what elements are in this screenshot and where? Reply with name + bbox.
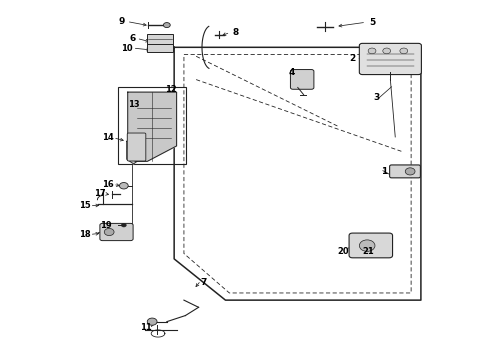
Text: 4: 4 (288, 68, 294, 77)
FancyBboxPatch shape (349, 233, 392, 258)
FancyBboxPatch shape (390, 165, 420, 178)
Text: 8: 8 (232, 28, 238, 37)
Circle shape (104, 228, 114, 235)
Text: 20: 20 (337, 247, 348, 256)
FancyBboxPatch shape (147, 44, 172, 52)
FancyBboxPatch shape (100, 224, 133, 240)
Circle shape (163, 23, 170, 28)
Text: 17: 17 (94, 189, 105, 198)
FancyBboxPatch shape (147, 34, 172, 45)
Text: 2: 2 (349, 54, 356, 63)
Text: 5: 5 (369, 18, 375, 27)
Circle shape (368, 48, 376, 54)
Text: 19: 19 (100, 221, 112, 230)
Text: 3: 3 (374, 93, 380, 102)
Circle shape (359, 240, 375, 251)
FancyBboxPatch shape (291, 69, 314, 89)
Text: 15: 15 (79, 201, 91, 210)
Circle shape (383, 48, 391, 54)
Polygon shape (128, 92, 176, 161)
Text: 9: 9 (119, 17, 125, 26)
Circle shape (122, 224, 126, 227)
FancyBboxPatch shape (359, 43, 421, 75)
Text: 1: 1 (381, 167, 388, 176)
FancyBboxPatch shape (127, 133, 146, 161)
Text: 18: 18 (79, 230, 91, 239)
Text: 21: 21 (362, 247, 374, 256)
Text: 6: 6 (129, 34, 136, 43)
Circle shape (147, 318, 157, 325)
Text: 11: 11 (141, 323, 152, 332)
Text: 16: 16 (102, 180, 114, 189)
Text: 14: 14 (102, 133, 114, 142)
Circle shape (405, 168, 415, 175)
Polygon shape (127, 141, 140, 164)
Circle shape (120, 183, 128, 189)
Bar (118, 87, 186, 164)
Text: 10: 10 (121, 44, 133, 53)
Text: 13: 13 (128, 100, 140, 109)
Circle shape (400, 48, 408, 54)
Text: 7: 7 (200, 278, 207, 287)
Text: 12: 12 (165, 85, 176, 94)
